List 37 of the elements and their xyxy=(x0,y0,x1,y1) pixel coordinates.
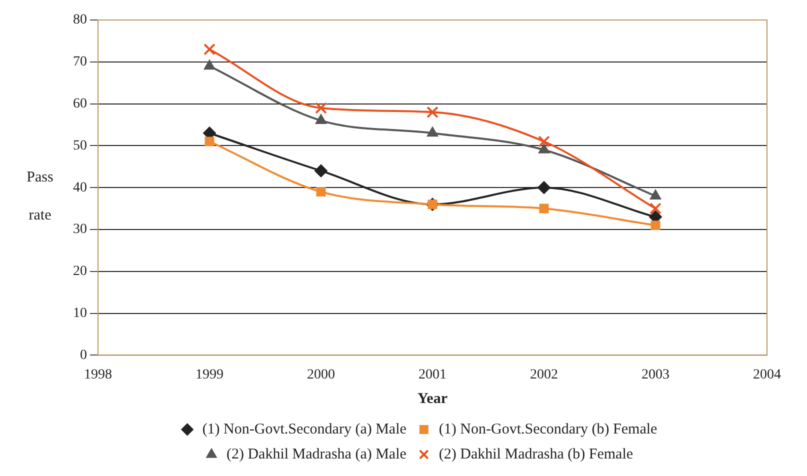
point xyxy=(538,143,550,154)
y-tick-label: 20 xyxy=(73,264,87,280)
x-tick-label: 2002 xyxy=(530,367,558,382)
x-tick-label: 2003 xyxy=(642,367,670,382)
legend-label: (2) Dakhil Madrasha (a) Male xyxy=(226,446,407,462)
point xyxy=(314,164,328,178)
x-tick-label: 1999 xyxy=(196,367,224,382)
legend-label: (1) Non-Govt.Secondary (b) Female xyxy=(438,421,658,438)
point xyxy=(539,204,549,214)
point xyxy=(315,114,327,124)
point xyxy=(204,60,216,70)
point xyxy=(204,43,216,56)
x-tick-label: 2004 xyxy=(753,367,781,382)
y-tick-label: 30 xyxy=(73,222,87,238)
y-tick-label: 40 xyxy=(73,180,87,196)
x-tick-label: 2001 xyxy=(418,367,446,382)
point xyxy=(426,106,438,118)
x-axis-title: Year xyxy=(418,390,448,407)
point xyxy=(426,126,438,137)
legend-label: (2) Dakhil Madrasha (b) Female xyxy=(438,446,634,462)
point xyxy=(538,136,550,148)
text: Pass rate xyxy=(26,170,54,224)
point xyxy=(538,181,550,194)
point xyxy=(650,202,662,214)
y-tick-label: 50 xyxy=(73,138,87,154)
y-tick-label: 70 xyxy=(73,54,87,70)
point xyxy=(204,136,214,146)
y-tick-label: 80 xyxy=(73,12,87,28)
point xyxy=(316,187,326,197)
x-tick-label: 1998 xyxy=(84,367,112,382)
x-tick-label: 2000 xyxy=(307,367,335,382)
point xyxy=(315,102,327,114)
y-tick-label: 10 xyxy=(73,306,87,321)
point xyxy=(650,220,660,230)
legend-label: (1) Non-Govt.Secondary (a) Male xyxy=(202,421,407,438)
y-tick-label: 60 xyxy=(73,96,87,112)
y-tick-label: 0 xyxy=(80,348,87,363)
